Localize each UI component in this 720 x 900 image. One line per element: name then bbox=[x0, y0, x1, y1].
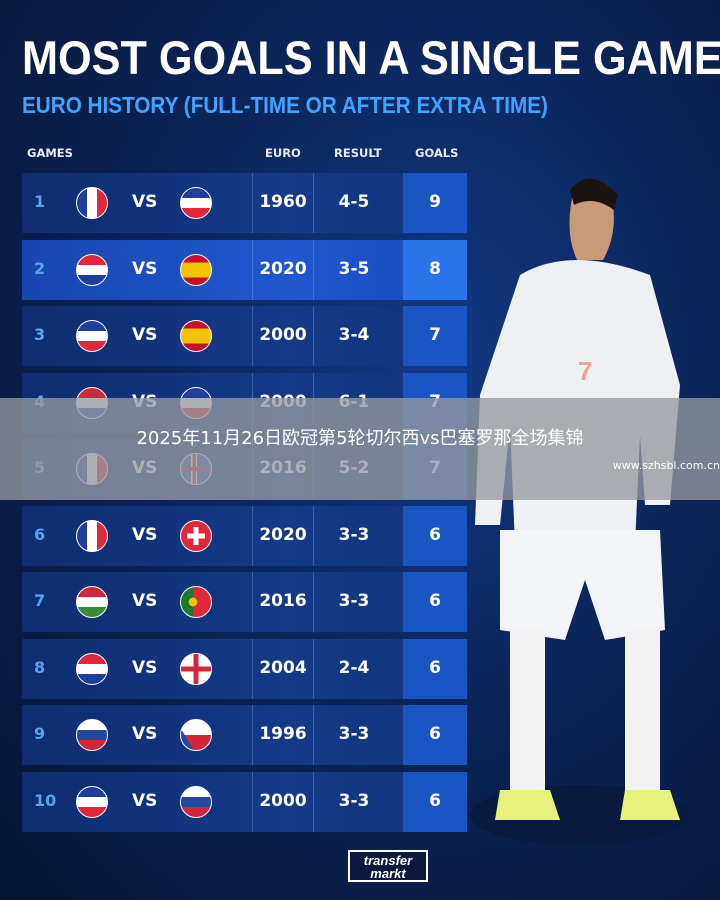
table-row: 8 VS 2004 2-4 6 bbox=[22, 638, 467, 699]
page-title: MOST GOALS IN A SINGLE GAME bbox=[22, 31, 720, 84]
result: 3-3 bbox=[338, 724, 370, 744]
divider bbox=[313, 572, 314, 632]
rank: 8 bbox=[34, 657, 46, 677]
divider bbox=[313, 505, 314, 566]
vs-label: VS bbox=[132, 524, 158, 545]
table-row: 9 VS 1996 3-3 6 bbox=[22, 705, 467, 765]
divider bbox=[252, 572, 253, 632]
caption-overlay bbox=[0, 398, 720, 500]
result: 3-3 bbox=[338, 790, 370, 811]
france-flag-icon bbox=[76, 519, 108, 552]
yugoslavia-flag-icon bbox=[180, 187, 212, 219]
result: 3-4 bbox=[338, 325, 370, 345]
vs-label: VS bbox=[132, 258, 158, 279]
goals: 6 bbox=[403, 505, 467, 566]
divider bbox=[313, 705, 314, 765]
portugal-flag-icon bbox=[180, 586, 212, 618]
czech-flag-icon bbox=[180, 719, 212, 751]
divider bbox=[313, 771, 314, 832]
table-row: 7 VS 2016 3-3 6 bbox=[22, 572, 467, 632]
vs-label: VS bbox=[132, 192, 158, 212]
divider bbox=[252, 239, 253, 300]
rank: 6 bbox=[34, 524, 46, 544]
goals: 8 bbox=[403, 239, 467, 300]
result: 4-5 bbox=[338, 192, 370, 212]
result: 2-4 bbox=[338, 657, 370, 678]
divider bbox=[252, 505, 253, 566]
logo-line2: markt bbox=[370, 866, 406, 881]
vs-label: VS bbox=[132, 657, 158, 678]
overlay-caption: 2025年11月26日欧冠第5轮切尔西vs巴塞罗那全场集锦 bbox=[136, 428, 584, 449]
russia-flag-icon bbox=[76, 719, 108, 751]
goals: 9 bbox=[403, 173, 467, 233]
table-row: 6 VS 2020 3-3 6 bbox=[22, 505, 467, 566]
goals: 6 bbox=[403, 771, 467, 832]
logo-line1: transfer bbox=[363, 853, 413, 868]
divider bbox=[313, 306, 314, 366]
col-games: GAMES bbox=[27, 146, 73, 160]
table-row: 2 VS 2020 3-5 8 bbox=[22, 239, 467, 300]
euro-year: 2000 bbox=[259, 790, 307, 811]
rank: 9 bbox=[34, 724, 46, 743]
spain-flag-icon bbox=[180, 320, 212, 352]
france-flag-icon bbox=[76, 187, 108, 219]
hungary-flag-icon bbox=[76, 586, 108, 618]
euro-year: 2000 bbox=[259, 325, 307, 345]
euro-year: 2020 bbox=[259, 258, 307, 279]
result: 3-3 bbox=[338, 591, 370, 611]
divider bbox=[313, 239, 314, 300]
divider bbox=[252, 173, 253, 233]
euro-year: 2020 bbox=[259, 524, 307, 545]
result: 3-3 bbox=[338, 524, 370, 545]
svg-text:7: 7 bbox=[578, 356, 592, 386]
divider bbox=[313, 638, 314, 699]
rank: 3 bbox=[34, 325, 46, 344]
goals: 6 bbox=[403, 705, 467, 765]
croatia-flag-icon bbox=[76, 652, 108, 685]
switzerland-flag-icon bbox=[180, 519, 212, 552]
table-row: 3 VS 2000 3-4 7 bbox=[22, 306, 467, 366]
euro-year: 2016 bbox=[259, 591, 307, 611]
spain-flag-icon bbox=[180, 253, 212, 286]
player-image: 7 bbox=[470, 178, 690, 845]
divider bbox=[313, 173, 314, 233]
goals: 6 bbox=[403, 572, 467, 632]
euro-year: 1996 bbox=[259, 724, 307, 744]
euro-year: 1960 bbox=[259, 192, 307, 212]
vs-label: VS bbox=[132, 724, 158, 744]
rank: 1 bbox=[34, 192, 46, 211]
yugoslavia-flag-icon bbox=[76, 785, 108, 818]
vs-label: VS bbox=[132, 591, 158, 611]
yugoslavia-flag-icon bbox=[76, 320, 108, 352]
euro-year: 2004 bbox=[259, 657, 307, 678]
vs-label: VS bbox=[132, 325, 158, 345]
vs-label: VS bbox=[132, 790, 158, 811]
divider bbox=[252, 306, 253, 366]
watermark: www.szhsbl.com.cn bbox=[612, 459, 720, 472]
divider bbox=[252, 638, 253, 699]
divider bbox=[252, 705, 253, 765]
rank: 2 bbox=[34, 258, 46, 278]
col-euro: EURO bbox=[265, 146, 301, 160]
croatia-flag-icon bbox=[76, 253, 108, 286]
col-goals: GOALS bbox=[415, 146, 459, 160]
result: 3-5 bbox=[338, 258, 370, 279]
goals: 6 bbox=[403, 638, 467, 699]
page-subtitle: EURO HISTORY (FULL-TIME OR AFTER EXTRA T… bbox=[22, 92, 548, 118]
slovenia-flag-icon bbox=[180, 785, 212, 818]
england-flag-icon bbox=[180, 652, 212, 685]
table-row: 1 VS 1960 4-5 9 bbox=[22, 173, 467, 233]
rank: 7 bbox=[34, 591, 46, 610]
col-result: RESULT bbox=[334, 146, 382, 160]
divider bbox=[252, 771, 253, 832]
table-row: 10 VS 2000 3-3 6 bbox=[22, 771, 467, 832]
rank: 10 bbox=[34, 790, 57, 810]
transfermarkt-logo: transfer markt bbox=[348, 850, 428, 882]
goals: 7 bbox=[403, 306, 467, 366]
